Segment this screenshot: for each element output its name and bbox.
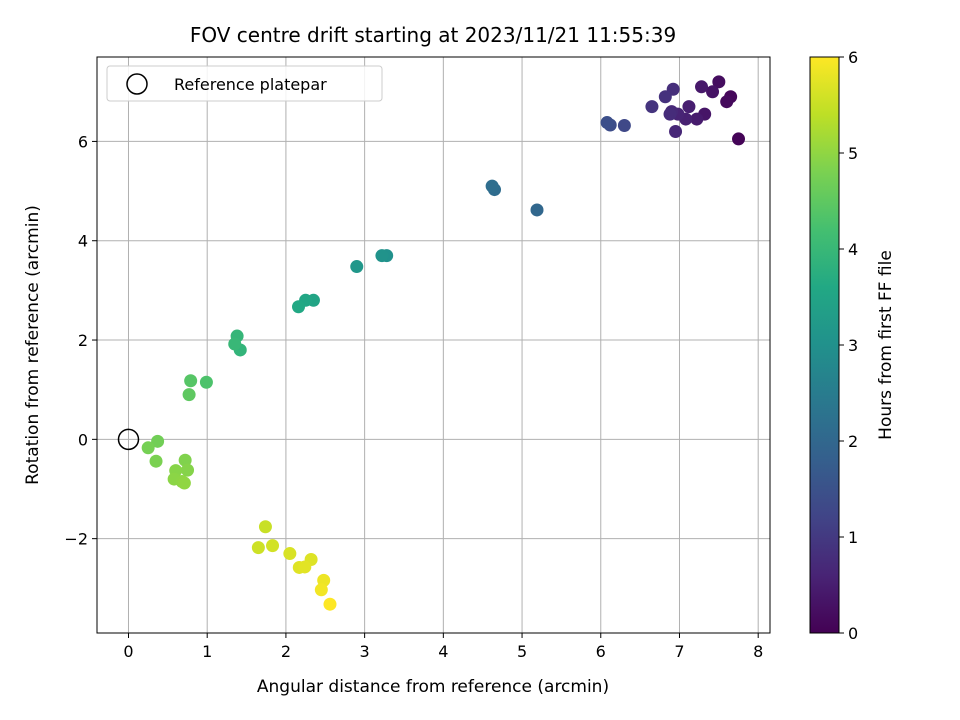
colorbar-tick-label: 6 xyxy=(848,48,858,67)
x-tick-label: 0 xyxy=(123,642,133,661)
x-tick-label: 3 xyxy=(360,642,370,661)
colorbar-tick-label: 4 xyxy=(848,240,858,259)
scatter-point xyxy=(228,337,242,351)
colorbar-tick-label: 2 xyxy=(848,432,858,451)
y-tick-label: 6 xyxy=(78,132,88,151)
scatter-point xyxy=(645,100,659,114)
y-tick-label: 4 xyxy=(78,232,88,251)
scatter-point xyxy=(178,453,192,467)
x-tick-label: 1 xyxy=(202,642,212,661)
scatter-point xyxy=(181,463,195,477)
scatter-point xyxy=(712,75,726,89)
scatter-point xyxy=(283,547,297,561)
reference-platepar-marker xyxy=(117,428,140,451)
y-tick-label: −2 xyxy=(64,530,88,549)
scatter-point xyxy=(350,260,364,274)
scatter-point xyxy=(530,203,544,217)
colorbar-gradient xyxy=(809,56,840,634)
x-tick-label: 4 xyxy=(438,642,448,661)
y-axis-label: Rotation from reference (arcmin) xyxy=(23,205,43,485)
scatter-point xyxy=(600,116,614,130)
axis-ticks: 0 1 2 3 4 5 6 7 8 −2 0 2 4 6 xyxy=(64,132,763,661)
plot-frame xyxy=(96,56,771,634)
scatter-point xyxy=(323,597,337,611)
scatter-point xyxy=(682,100,696,114)
scatter-point xyxy=(151,434,165,448)
scatter-point xyxy=(314,583,328,597)
colorbar-tick-label: 0 xyxy=(848,624,858,643)
scatter-point xyxy=(695,80,709,94)
scatter-point xyxy=(658,90,672,104)
scatter-point xyxy=(141,441,155,455)
legend-marker-reference xyxy=(126,73,148,95)
scatter-point xyxy=(706,85,720,99)
scatter-point xyxy=(663,107,677,121)
scatter-point xyxy=(720,95,734,109)
y-tick-label: 2 xyxy=(78,331,88,350)
colorbar-tick-label: 3 xyxy=(848,336,858,355)
scatter-point xyxy=(669,124,683,138)
scatter-point xyxy=(485,179,499,193)
legend-box xyxy=(106,65,383,102)
scatter-point xyxy=(732,132,746,146)
colorbar-label: Hours from first FF file xyxy=(876,250,896,440)
x-tick-label: 2 xyxy=(281,642,291,661)
scatter-point xyxy=(199,375,213,389)
scatter-point xyxy=(690,112,704,126)
scatter-points xyxy=(117,75,746,611)
scatter-point xyxy=(258,520,272,534)
chart-title: FOV centre drift starting at 2023/11/21 … xyxy=(190,23,676,47)
scatter-point xyxy=(184,374,198,388)
scatter-point xyxy=(375,249,389,263)
x-tick-label: 7 xyxy=(674,642,684,661)
colorbar: 0 1 2 3 4 5 6 Hours from first FF file xyxy=(809,48,896,643)
scatter-point xyxy=(149,454,163,468)
scatter-point xyxy=(292,300,306,314)
scatter-point xyxy=(182,388,196,402)
y-tick-label: 0 xyxy=(78,430,88,449)
scatter-point xyxy=(251,541,265,555)
scatter-point xyxy=(617,119,631,133)
x-tick-label: 8 xyxy=(753,642,763,661)
colorbar-ticks: 0 1 2 3 4 5 6 xyxy=(839,48,858,643)
x-tick-label: 6 xyxy=(596,642,606,661)
scatter-point xyxy=(266,539,280,553)
x-tick-label: 5 xyxy=(517,642,527,661)
x-axis-label: Angular distance from reference (arcmin) xyxy=(257,677,609,697)
colorbar-tick-label: 5 xyxy=(848,144,858,163)
legend: Reference platepar xyxy=(106,65,383,102)
legend-label-reference: Reference platepar xyxy=(174,75,327,94)
colorbar-tick-label: 1 xyxy=(848,528,858,547)
scatter-point xyxy=(298,560,312,574)
grid xyxy=(97,57,770,633)
scatter-point xyxy=(177,476,191,490)
